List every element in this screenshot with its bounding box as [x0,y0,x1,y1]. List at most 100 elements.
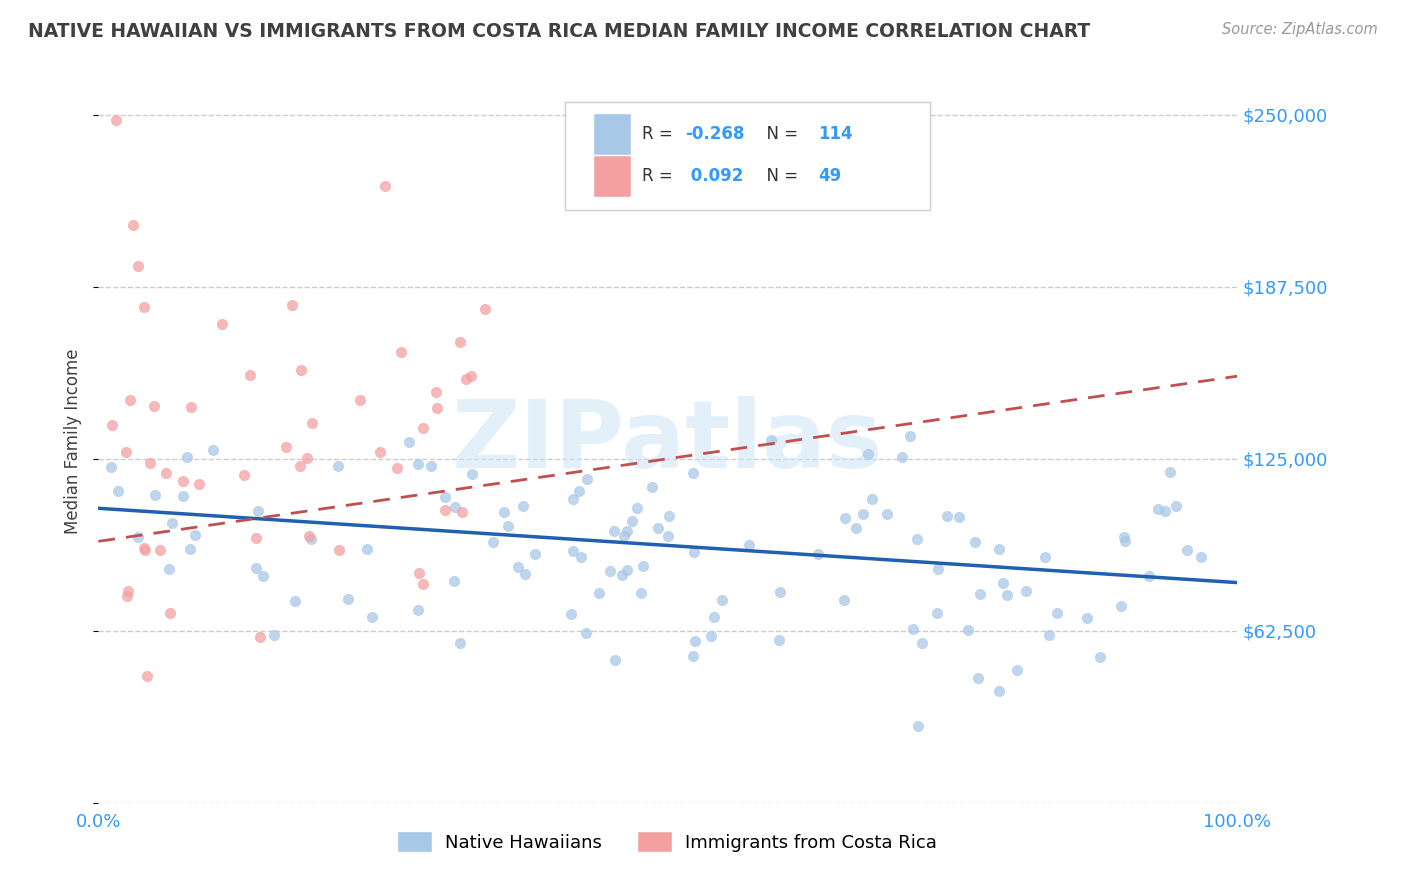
Point [658,509,681,524]
Point [612,567,634,582]
Point [936,509,959,524]
Point [568,483,591,498]
Point [176,450,198,465]
Point [703,610,725,624]
Point [988,684,1011,698]
Point [1175,543,1198,558]
Y-axis label: Median Family Income: Median Family Income [65,349,83,534]
Point [512,499,534,513]
Point [856,448,879,462]
Point [361,610,384,624]
Point [1147,501,1170,516]
Point [768,632,790,647]
Point [188,476,211,491]
Point [368,445,391,459]
Point [461,467,484,482]
Point [620,514,643,528]
Point [1114,534,1136,549]
Point [1038,628,1060,642]
Point [288,458,311,473]
Point [245,531,267,545]
Point [211,317,233,331]
Bar [593,156,630,196]
Point [389,345,412,359]
Point [420,459,443,474]
Point [890,450,912,464]
Point [560,607,582,622]
Text: ZIPatlas: ZIPatlas [453,395,883,488]
Point [356,542,378,557]
Text: R =: R = [641,125,678,143]
Point [682,648,704,663]
Point [298,529,321,543]
Point [845,521,868,535]
Point [283,594,305,608]
Point [948,509,970,524]
Point [117,589,139,603]
Point [575,626,598,640]
Point [426,401,449,416]
Point [460,368,482,383]
Point [956,624,979,638]
Point [252,569,274,583]
Point [149,543,172,558]
Point [626,501,648,516]
Point [127,259,149,273]
Point [143,399,166,413]
Point [569,549,592,564]
Text: R =: R = [641,167,678,185]
Point [657,529,679,543]
Point [683,545,706,559]
Point [613,528,636,542]
Point [905,532,928,546]
Point [115,445,138,459]
Point [995,588,1018,602]
Point [449,335,471,350]
Point [201,442,224,457]
Point [1153,503,1175,517]
Point [616,563,638,577]
Point [179,541,201,556]
Point [927,561,949,575]
Point [100,459,122,474]
Point [263,628,285,642]
Point [374,179,396,194]
Point [101,417,124,432]
Point [700,629,723,643]
Point [616,524,638,538]
Point [1189,549,1212,564]
Point [1159,466,1181,480]
Point [1088,649,1111,664]
Point [443,574,465,588]
Point [993,576,1015,591]
Point [492,505,515,519]
Point [832,593,855,607]
Point [155,466,177,480]
Point [588,586,610,600]
Point [647,520,669,534]
Point [160,516,183,531]
Point [104,113,127,128]
Point [1033,550,1056,565]
Point [328,542,350,557]
Text: N =: N = [755,125,803,143]
Point [987,541,1010,556]
Point [159,606,181,620]
Point [425,385,447,400]
Point [901,623,924,637]
Point [451,505,474,519]
Point [630,585,652,599]
Point [398,435,420,450]
Point [599,564,621,578]
Text: NATIVE HAWAIIAN VS IMMIGRANTS FROM COSTA RICA MEDIAN FAMILY INCOME CORRELATION C: NATIVE HAWAIIAN VS IMMIGRANTS FROM COSTA… [28,22,1091,41]
Point [172,489,194,503]
Point [299,532,322,546]
Point [969,587,991,601]
Point [738,538,761,552]
Point [433,503,456,517]
Point [911,636,934,650]
Point [631,558,654,573]
Point [184,528,207,542]
Point [860,492,883,507]
Point [249,631,271,645]
